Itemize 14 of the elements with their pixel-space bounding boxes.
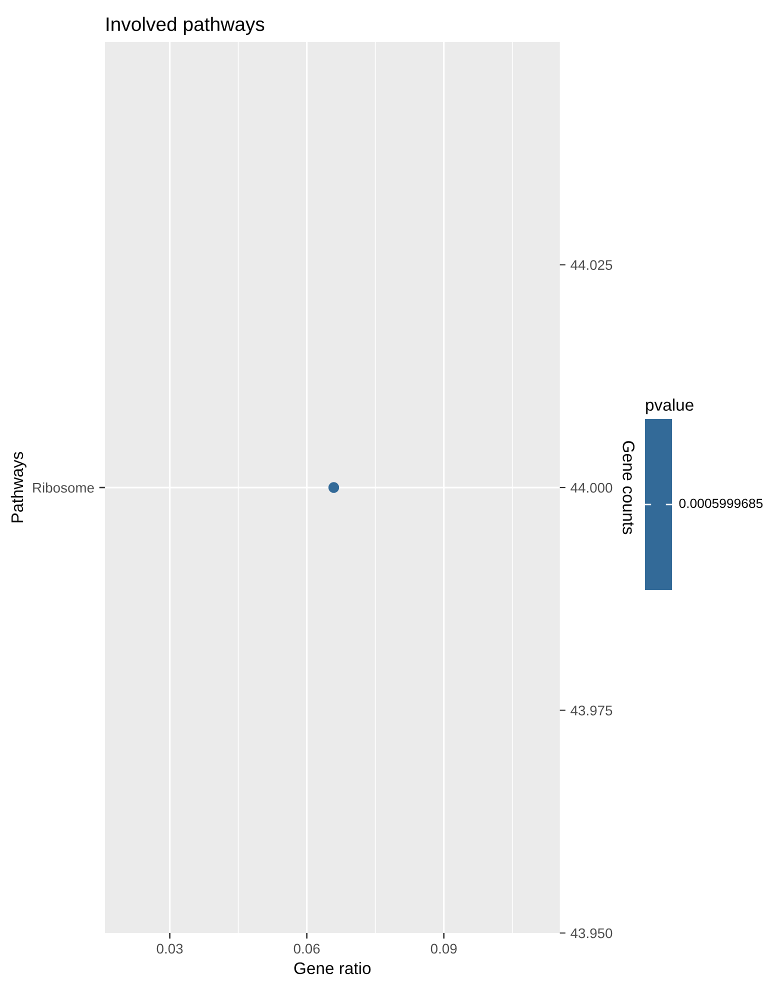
x-tick-label: 0.06 <box>294 944 320 954</box>
color-bar-title: pvalue <box>646 398 694 414</box>
x-axis-title: Gene ratio <box>294 962 371 974</box>
text: 0.0005999685 <box>679 498 763 508</box>
y-axis-title: Pathways <box>10 452 26 522</box>
x-tick-label: 0.09 <box>430 944 457 954</box>
y2-tick-label: 43.975 <box>570 706 612 716</box>
y2-tick-label: 44.000 <box>570 482 612 493</box>
y2-tick-label: 43.950 <box>570 928 612 938</box>
y2-axis-title: Gene counts <box>622 441 635 534</box>
x-tick-label: 0.03 <box>156 944 183 954</box>
category-label: Ribosome <box>33 482 94 493</box>
y2-tick-label: 44.025 <box>570 260 612 270</box>
chart-title: Involved pathways <box>106 16 264 35</box>
